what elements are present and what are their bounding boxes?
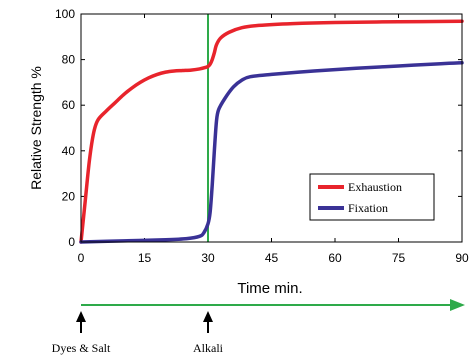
plot-frame <box>80 13 463 243</box>
legend-box <box>309 173 435 221</box>
event-label-dyes-salt: Dyes & Salt <box>52 341 111 355</box>
series-line-fixation <box>79 61 464 244</box>
x-tick-label: 90 <box>455 251 469 265</box>
x-tick-label: 60 <box>328 251 342 265</box>
x-tick-label: 30 <box>201 251 215 265</box>
x-tick-label: 15 <box>138 251 152 265</box>
event-arrow-head-alkali <box>203 311 213 322</box>
event-label-alkali: Alkali <box>193 341 224 355</box>
y-axis: 0 20 40 60 80 100 <box>55 7 462 249</box>
x-tick-label: 0 <box>78 251 85 265</box>
x-tick-label: 45 <box>265 251 279 265</box>
x-axis-label: Time min. <box>237 280 302 297</box>
y-tick-label: 40 <box>62 144 76 158</box>
event-arrow-head-dyes-salt <box>76 311 86 322</box>
series-layer <box>79 19 464 244</box>
legend-label-exhaustion: Exhaustion <box>348 180 402 194</box>
y-tick-label: 60 <box>62 98 76 112</box>
y-tick-label: 80 <box>62 53 76 67</box>
y-axis-label: Relative Strength % <box>28 66 44 190</box>
x-tick-label: 75 <box>392 251 406 265</box>
series-line-exhaustion <box>79 19 464 244</box>
y-tick-label: 100 <box>55 7 75 21</box>
timeline: Dyes & Salt Alkali <box>52 299 465 355</box>
y-tick-label: 20 <box>62 189 76 203</box>
x-axis: 0 15 30 45 60 75 90 <box>78 14 469 265</box>
legend-label-fixation: Fixation <box>348 201 388 215</box>
y-tick-label: 0 <box>68 235 75 249</box>
timeline-arrowhead <box>450 299 465 311</box>
legend: Exhaustion Fixation <box>309 173 435 221</box>
